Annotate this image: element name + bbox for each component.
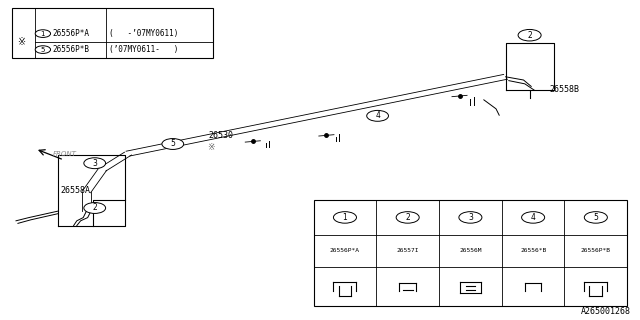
- Circle shape: [35, 46, 51, 53]
- Circle shape: [162, 139, 184, 149]
- Text: 26556P*B: 26556P*B: [581, 248, 611, 253]
- Text: (’07MY0611-   ): (’07MY0611- ): [109, 45, 178, 54]
- Bar: [314, 200, 627, 306]
- Text: 4: 4: [375, 111, 380, 120]
- Text: 26556P*A: 26556P*A: [52, 29, 90, 38]
- Text: A265001268: A265001268: [580, 307, 630, 316]
- Text: 26557I: 26557I: [396, 248, 419, 253]
- Circle shape: [84, 203, 106, 213]
- Text: 2: 2: [405, 213, 410, 222]
- Text: ※: ※: [207, 143, 215, 152]
- Text: 5: 5: [593, 213, 598, 222]
- Circle shape: [333, 212, 356, 223]
- Text: 2: 2: [527, 31, 532, 40]
- Text: 26556*B: 26556*B: [520, 248, 547, 253]
- Text: ※: ※: [17, 36, 25, 47]
- Text: 26556M: 26556M: [459, 248, 482, 253]
- Text: 1: 1: [342, 213, 348, 222]
- Text: 2: 2: [92, 204, 97, 212]
- Bar: [12, 8, 213, 58]
- Circle shape: [518, 29, 541, 41]
- Text: 4: 4: [531, 213, 536, 222]
- Text: 26558B: 26558B: [549, 85, 579, 94]
- Text: 3: 3: [468, 213, 473, 222]
- Text: 26530: 26530: [208, 132, 233, 140]
- Circle shape: [522, 212, 545, 223]
- Circle shape: [35, 30, 51, 37]
- Text: (   -’07MY0611): ( -’07MY0611): [109, 29, 178, 38]
- Text: 26556P*B: 26556P*B: [52, 45, 90, 54]
- Text: 26556P*A: 26556P*A: [330, 248, 360, 253]
- Text: 3: 3: [92, 159, 97, 168]
- Circle shape: [459, 212, 482, 223]
- Circle shape: [396, 212, 419, 223]
- Text: 26558A: 26558A: [61, 186, 91, 195]
- Circle shape: [584, 212, 607, 223]
- Text: 1: 1: [40, 31, 45, 36]
- Circle shape: [84, 158, 106, 169]
- Circle shape: [367, 110, 388, 121]
- Text: FRONT: FRONT: [52, 151, 76, 157]
- Text: 5: 5: [41, 47, 45, 52]
- Text: 5: 5: [170, 140, 175, 148]
